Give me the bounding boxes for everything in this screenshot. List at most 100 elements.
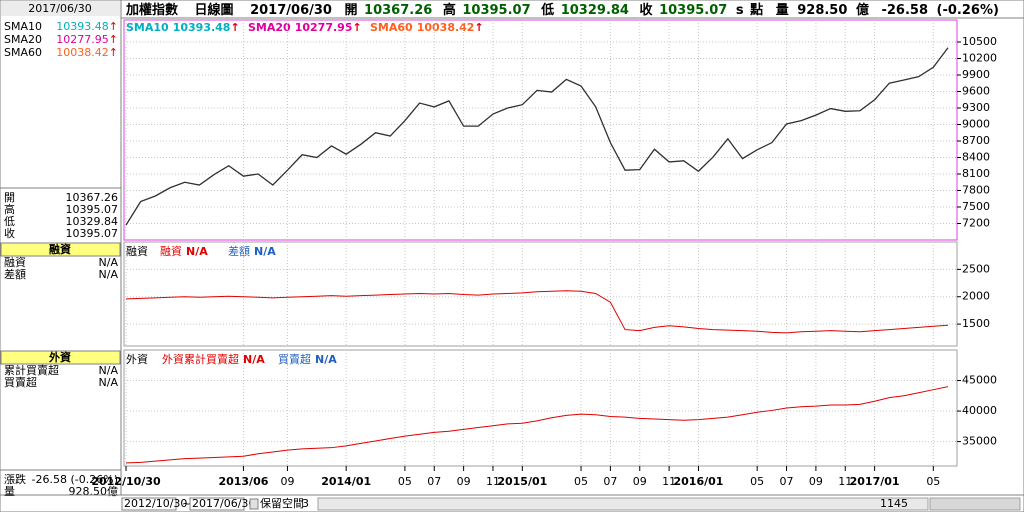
y-tick-label: 9900 <box>962 68 990 81</box>
x-tick-label: 09 <box>280 475 294 488</box>
x-tick-label: 05 <box>926 475 940 488</box>
quote-label: 收 <box>4 226 15 240</box>
end-date[interactable]: 2017/06/30 <box>192 497 255 510</box>
quote-value: 10395.07 <box>66 203 119 216</box>
row-value: N/A <box>99 256 119 269</box>
legend: SMA60 10038.42↑ <box>370 21 484 34</box>
x-tick-label: 2016/01 <box>673 475 723 488</box>
foreign-header <box>0 350 121 365</box>
x-tick-label: 09 <box>633 475 647 488</box>
checkbox[interactable] <box>249 498 259 510</box>
row-label: 融資 <box>4 256 26 269</box>
x-tick-label: 05 <box>750 475 764 488</box>
reserve-value[interactable]: 3 <box>302 497 309 510</box>
row-value: N/A <box>99 364 119 377</box>
legend-value: N/A <box>186 245 208 258</box>
panel-title: 融資 <box>126 245 148 258</box>
indicator-name: SMA10 <box>4 20 42 33</box>
legend-name: SMA10 <box>126 21 169 34</box>
series-line <box>125 47 949 226</box>
close-label: 收 <box>640 2 654 18</box>
x-tick-label: 2012/10/30 <box>91 475 161 488</box>
y-tick-label: 45000 <box>962 374 997 387</box>
value: 10277.95 <box>56 33 109 46</box>
header: 加權指數 日線圖 2017/06/30 開 10367.26 高 10395.0… <box>125 2 999 18</box>
date: 2017/06/30 <box>250 3 332 18</box>
period: 日線圖 <box>195 2 234 18</box>
y-tick-label: 2500 <box>962 262 990 275</box>
s: s <box>736 3 744 18</box>
y-tick-label: 9600 <box>962 85 990 98</box>
x-tick-label: 11 <box>486 475 500 488</box>
legend-name: SMA60 <box>370 21 413 34</box>
legend-name: 差額 <box>228 244 250 258</box>
legend-value: 10038.42 <box>417 21 475 34</box>
x-tick-label: 11 <box>662 475 676 488</box>
arrow: ↑ <box>109 33 118 46</box>
x-tick-label: 2014/01 <box>321 475 371 488</box>
row-label: 差額 <box>4 267 26 281</box>
row-value: N/A <box>99 376 119 389</box>
value: 10038.42 <box>56 46 109 59</box>
legend: 融資 N/A <box>160 245 208 258</box>
x-tick-label: 09 <box>457 475 471 488</box>
high: 10395.07 <box>462 3 530 18</box>
indicator-value: 10277.95↑ <box>56 33 118 46</box>
arrow: ↑ <box>474 21 483 34</box>
legend-name: 融資 <box>160 245 182 258</box>
index-name: 加權指數 <box>125 2 178 18</box>
series-line <box>125 386 949 464</box>
panel-title: 外資 <box>126 353 148 366</box>
y-tick-label: 10200 <box>962 52 997 65</box>
change-value: -26.58 (-0.26%) <box>32 473 118 486</box>
x-tick-label: 2017/01 <box>850 475 900 488</box>
y-tick-label: 9300 <box>962 101 990 114</box>
x-tick-label: 07 <box>603 475 617 488</box>
open-label: 開 <box>344 3 357 18</box>
end-box[interactable] <box>189 497 245 511</box>
y-tick-label: 7500 <box>962 200 990 213</box>
y-tick-label: 7200 <box>962 217 990 230</box>
legend: SMA20 10277.95↑ <box>248 21 362 34</box>
y-tick-label: 8100 <box>962 167 990 180</box>
volume-unit: 億 <box>856 2 869 18</box>
x-tick-label: 09 <box>809 475 823 488</box>
x-tick-label: 07 <box>427 475 441 488</box>
sidebar-date-bg <box>1 1 120 16</box>
arrow: ↑ <box>109 46 118 59</box>
volume-label: 量 <box>776 3 789 18</box>
margin-title: 融資 <box>49 242 71 256</box>
start-box[interactable] <box>121 497 177 511</box>
volume-label: 量 <box>4 485 15 498</box>
open: 10367.26 <box>364 3 432 18</box>
legend-value: N/A <box>243 353 265 366</box>
foreign-frame <box>123 349 958 467</box>
quote-label: 開 <box>4 191 15 204</box>
arrow: ↑ <box>352 21 361 34</box>
row-label: 累計買賣超 <box>4 363 59 377</box>
y-tick-label: 8700 <box>962 134 990 147</box>
x-tick-label: 05 <box>574 475 588 488</box>
high-label: 高 <box>443 2 456 18</box>
indicator-name: SMA20 <box>4 33 42 46</box>
quote-value: 10395.07 <box>66 227 119 240</box>
legend-value: N/A <box>254 245 276 258</box>
arrow: ↑ <box>230 21 239 34</box>
reserve-label[interactable]: 保留空間 <box>260 496 304 510</box>
quote-label: 低 <box>4 215 15 228</box>
quote-label: 高 <box>4 202 15 216</box>
main-frame <box>123 19 958 241</box>
value: 10393.48 <box>56 20 109 33</box>
zoom-buttons[interactable] <box>929 497 1021 511</box>
y-tick-label: 35000 <box>962 435 997 448</box>
legend-value: N/A <box>315 353 337 366</box>
scrollbar[interactable] <box>317 497 929 511</box>
y-tick-label: 7800 <box>962 184 990 197</box>
y-tick-label: 9000 <box>962 118 990 131</box>
legend: 買賣超 N/A <box>278 352 337 366</box>
tilde: ~ <box>182 497 191 510</box>
start-date[interactable]: 2012/10/30 <box>124 497 187 510</box>
x-tick-label: 05 <box>398 475 412 488</box>
y-tick-label: 1500 <box>962 317 990 330</box>
